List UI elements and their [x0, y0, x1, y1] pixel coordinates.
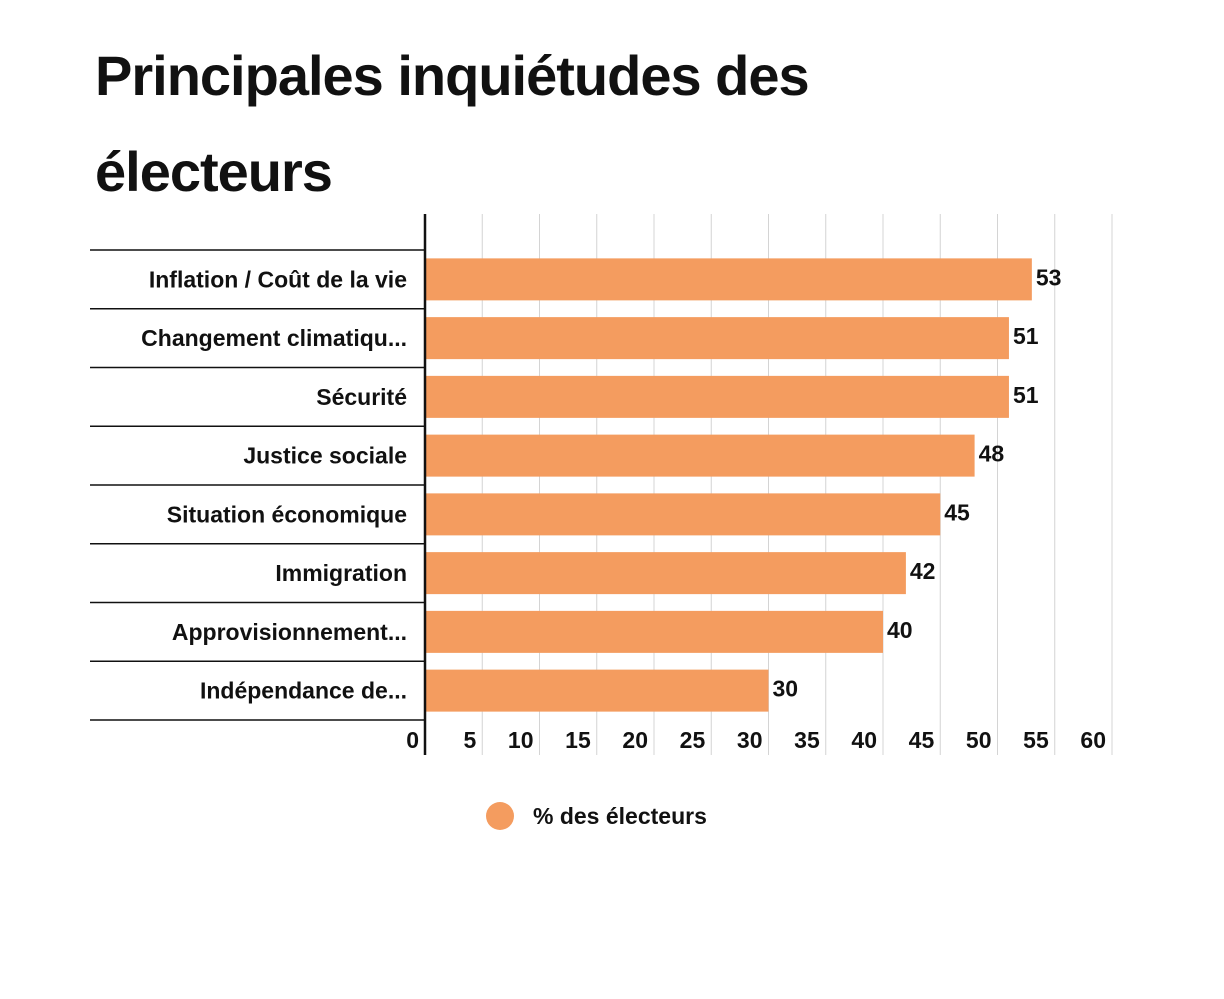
- x-tick-label: 5: [463, 727, 476, 753]
- category-label: Sécurité: [316, 384, 407, 410]
- data-label: 53: [1036, 264, 1062, 290]
- data-label: 40: [887, 617, 913, 643]
- legend-label: % des électeurs: [533, 803, 707, 829]
- category-label: Inflation / Coût de la vie: [149, 266, 407, 292]
- x-tick-label: 55: [1023, 727, 1049, 753]
- bar: [425, 434, 975, 477]
- category-label: Indépendance de...: [200, 678, 407, 704]
- x-tick-label: 45: [909, 727, 935, 753]
- bar: [425, 610, 883, 653]
- bar: [425, 552, 906, 595]
- legend-marker: [486, 802, 514, 830]
- x-tick-label: 50: [966, 727, 992, 753]
- data-label: 45: [944, 499, 970, 525]
- x-tick-label: 0: [406, 727, 419, 753]
- x-tick-label: 35: [794, 727, 820, 753]
- x-tick-label: 15: [565, 727, 591, 753]
- x-tick-label: 40: [851, 727, 877, 753]
- data-label: 42: [910, 558, 936, 584]
- category-label: Justice sociale: [243, 443, 407, 469]
- x-tick-label: 20: [622, 727, 648, 753]
- data-label: 51: [1013, 382, 1039, 408]
- data-label: 30: [773, 676, 799, 702]
- data-label: 51: [1013, 323, 1039, 349]
- category-label: Situation économique: [167, 501, 407, 527]
- bar: [425, 258, 1032, 301]
- x-tick-label: 25: [680, 727, 706, 753]
- x-tick-label: 30: [737, 727, 763, 753]
- category-label: Immigration: [275, 560, 407, 586]
- category-label: Changement climatiqu...: [141, 325, 407, 351]
- x-tick-label: 10: [508, 727, 534, 753]
- bar: [425, 317, 1009, 360]
- category-label: Approvisionnement...: [172, 619, 407, 645]
- bar: [425, 493, 941, 536]
- bar: [425, 669, 769, 712]
- chart-title: Principales inquiétudes des électeurs: [95, 44, 810, 203]
- data-label: 48: [979, 441, 1005, 467]
- x-tick-label: 60: [1080, 727, 1106, 753]
- bar: [425, 375, 1009, 418]
